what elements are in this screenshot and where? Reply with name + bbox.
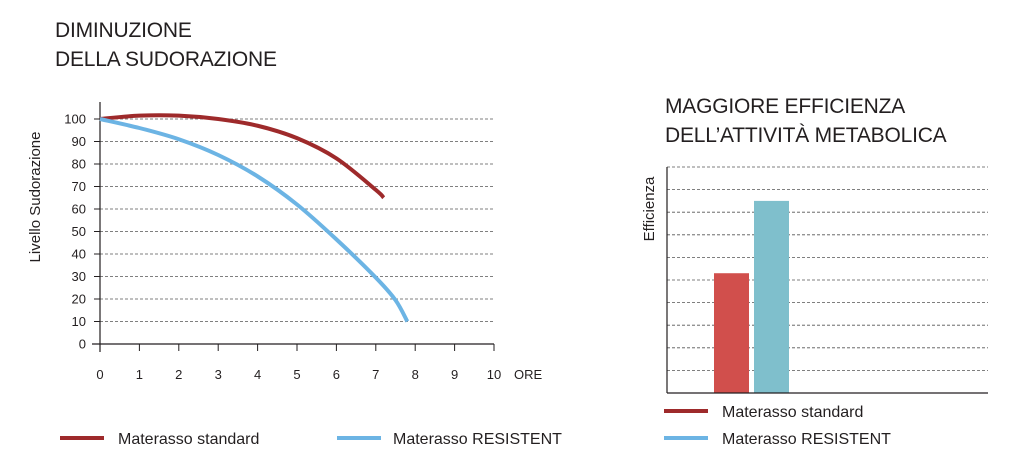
bar-chart-title-line-1: MAGGIORE EFFICIENZA: [665, 95, 905, 118]
x-tick-label: 2: [175, 367, 182, 382]
bar-legend-label-resistent: Materasso RESISTENT: [722, 431, 891, 448]
series-line-resistent: [99, 117, 410, 323]
bar-chart-bars: [714, 200, 789, 393]
y-axis-label: Livello Sudorazione: [27, 132, 44, 263]
y-tick-label: 60: [72, 202, 86, 217]
bar-chart-legend: Materasso standard Materasso RESISTENT: [664, 404, 891, 448]
x-tick-label: 7: [372, 367, 379, 382]
x-tick-label: 0: [96, 367, 103, 382]
line-chart-y-ticks: 0 10 20 30 40 50 60 70 80 90 100: [64, 112, 100, 352]
line-chart-grid: [100, 118, 494, 322]
bar-chart-axes: [666, 167, 988, 394]
y-tick-label: 90: [72, 134, 86, 149]
line-chart-axes: [92, 102, 494, 352]
x-tick-label: 8: [412, 367, 419, 382]
bar-resistent: [754, 200, 789, 393]
y-tick-label: 30: [72, 269, 86, 284]
y-tick-label: 20: [72, 292, 86, 307]
y-tick-label: 50: [72, 224, 86, 239]
bar-chart-grid: [667, 166, 988, 371]
x-tick-label: 10: [487, 367, 501, 382]
bar-y-axis-label: Efficienza: [641, 176, 658, 241]
series-line-standard: [99, 113, 386, 200]
y-tick-label: 10: [72, 314, 86, 329]
y-tick-label: 70: [72, 179, 86, 194]
x-tick-label: 3: [215, 367, 222, 382]
bar-standard: [714, 273, 749, 393]
x-tick-label: 1: [136, 367, 143, 382]
y-tick-label: 100: [64, 112, 86, 127]
bar-chart-title-line-2: DELL’ATTIVITÀ METABOLICA: [665, 124, 947, 147]
x-tick-label: 9: [451, 367, 458, 382]
x-tick-label: 6: [333, 367, 340, 382]
legend-label-standard: Materasso standard: [118, 431, 259, 448]
x-tick-label: 4: [254, 367, 261, 382]
line-chart-legend: Materasso standard Materasso RESISTENT: [60, 431, 562, 448]
y-tick-label: 0: [79, 337, 86, 352]
y-tick-label: 80: [72, 157, 86, 172]
bar-chart: MAGGIORE EFFICIENZA DELL’ATTIVITÀ METABO…: [641, 95, 988, 448]
line-chart-x-ticks: 0 1 2 3 4 5 6 7 8 9 10: [96, 344, 501, 382]
y-tick-label: 40: [72, 247, 86, 262]
x-tick-label: 5: [293, 367, 300, 382]
legend-label-resistent: Materasso RESISTENT: [393, 431, 562, 448]
x-axis-label: ORE: [514, 367, 543, 382]
line-chart: DIMINUZIONE DELLA SUDORAZIONE 0102030405…: [27, 19, 562, 448]
line-chart-title-line-2: DELLA SUDORAZIONE: [55, 48, 277, 71]
bar-legend-label-standard: Materasso standard: [722, 404, 863, 421]
line-chart-title-line-1: DIMINUZIONE: [55, 19, 192, 42]
line-chart-series: [99, 113, 410, 323]
